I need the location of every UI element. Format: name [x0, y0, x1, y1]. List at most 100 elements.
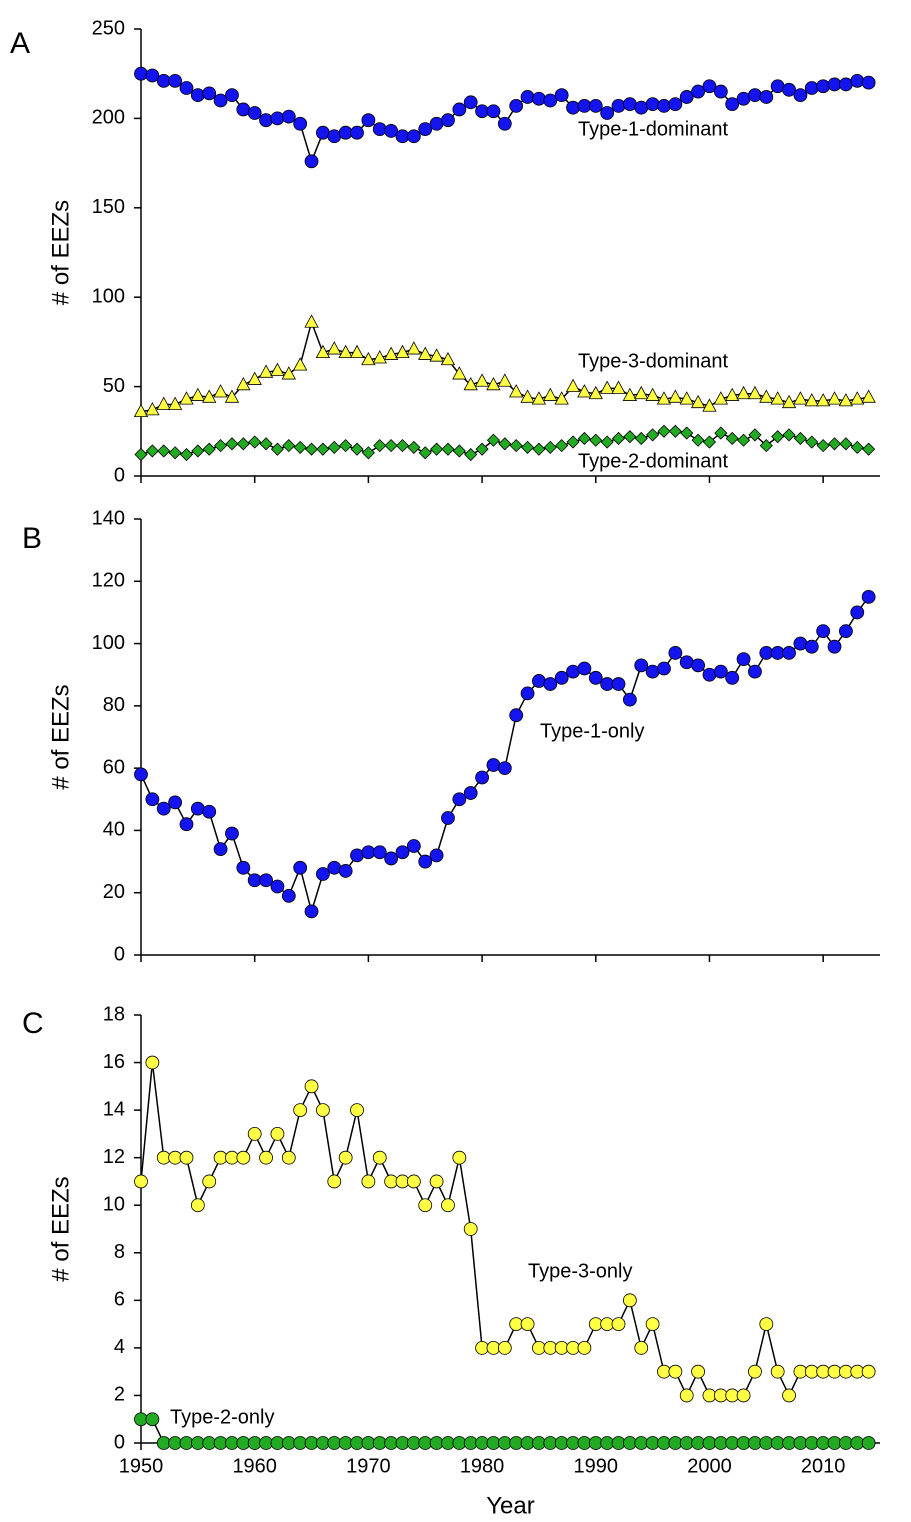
marker	[634, 658, 649, 673]
marker	[304, 154, 319, 169]
marker	[668, 389, 683, 403]
marker	[327, 341, 342, 355]
marker	[418, 854, 433, 869]
marker	[361, 1174, 376, 1189]
marker	[497, 373, 512, 387]
marker	[338, 864, 353, 878]
marker	[600, 435, 614, 449]
marker	[725, 97, 740, 111]
marker	[202, 442, 216, 456]
marker	[190, 801, 205, 816]
marker	[543, 387, 558, 401]
marker	[714, 426, 728, 440]
x-axis-label: Year	[486, 1492, 535, 1519]
marker	[486, 433, 501, 447]
marker	[191, 444, 205, 458]
marker	[509, 384, 524, 398]
marker	[384, 124, 399, 138]
marker	[793, 88, 808, 103]
marker	[759, 389, 774, 403]
marker	[577, 1340, 592, 1355]
panel-label: C	[22, 1007, 44, 1040]
marker	[145, 444, 159, 458]
marker	[418, 446, 432, 460]
marker	[770, 391, 785, 405]
marker	[418, 1198, 433, 1213]
marker	[259, 873, 273, 888]
x-tick-label: 1980	[460, 1455, 505, 1477]
marker	[225, 437, 239, 451]
marker	[429, 1174, 444, 1189]
marker	[804, 393, 819, 407]
series-line	[140, 596, 870, 915]
marker	[270, 442, 284, 456]
marker	[247, 106, 262, 120]
marker	[270, 111, 285, 126]
marker	[554, 88, 569, 103]
marker	[781, 394, 797, 409]
marker	[304, 314, 319, 328]
marker	[441, 442, 455, 456]
marker	[463, 376, 478, 391]
marker	[157, 444, 171, 458]
marker	[134, 447, 148, 462]
marker	[588, 385, 603, 400]
marker	[759, 1317, 774, 1332]
y-tick-label: 150	[92, 196, 125, 218]
y-tick-label: 250	[92, 17, 125, 39]
x-tick-label: 1970	[346, 1455, 391, 1477]
marker	[634, 431, 648, 446]
marker	[293, 116, 308, 131]
marker	[634, 385, 649, 400]
marker	[759, 439, 773, 453]
marker	[372, 350, 387, 364]
marker	[384, 439, 398, 453]
y-tick-label: 200	[92, 107, 125, 129]
marker	[815, 393, 831, 407]
marker	[327, 1174, 342, 1189]
marker	[532, 674, 546, 688]
marker	[668, 97, 683, 111]
marker	[350, 125, 364, 140]
marker	[441, 811, 455, 825]
marker	[748, 664, 762, 679]
marker	[156, 396, 171, 410]
marker	[725, 431, 739, 446]
marker	[565, 378, 581, 392]
marker	[349, 344, 365, 359]
marker	[702, 435, 717, 449]
marker	[270, 362, 285, 376]
marker	[520, 440, 535, 454]
marker	[156, 801, 171, 816]
marker	[316, 867, 330, 881]
marker	[304, 1079, 319, 1094]
y-tick-label: 40	[103, 819, 125, 841]
marker	[259, 113, 273, 128]
marker	[782, 82, 796, 97]
y-axis-label: # of EEZs	[47, 1176, 74, 1281]
marker	[338, 1150, 353, 1165]
marker	[691, 84, 705, 99]
marker	[440, 351, 456, 366]
y-tick-label: 14	[103, 1098, 125, 1120]
marker	[520, 1317, 535, 1332]
marker	[622, 387, 638, 401]
marker	[190, 88, 205, 103]
marker	[600, 106, 615, 120]
y-tick-label: 60	[103, 756, 125, 778]
marker	[611, 98, 626, 113]
marker	[486, 104, 501, 119]
marker	[736, 1388, 751, 1403]
marker	[168, 73, 183, 88]
marker	[520, 389, 535, 403]
marker	[134, 1174, 148, 1189]
marker	[339, 439, 353, 453]
marker	[225, 88, 239, 103]
marker	[645, 97, 660, 111]
marker	[395, 439, 410, 453]
marker	[213, 93, 228, 108]
marker	[145, 792, 160, 807]
marker	[270, 1126, 285, 1141]
marker	[179, 81, 194, 95]
marker	[350, 848, 364, 863]
